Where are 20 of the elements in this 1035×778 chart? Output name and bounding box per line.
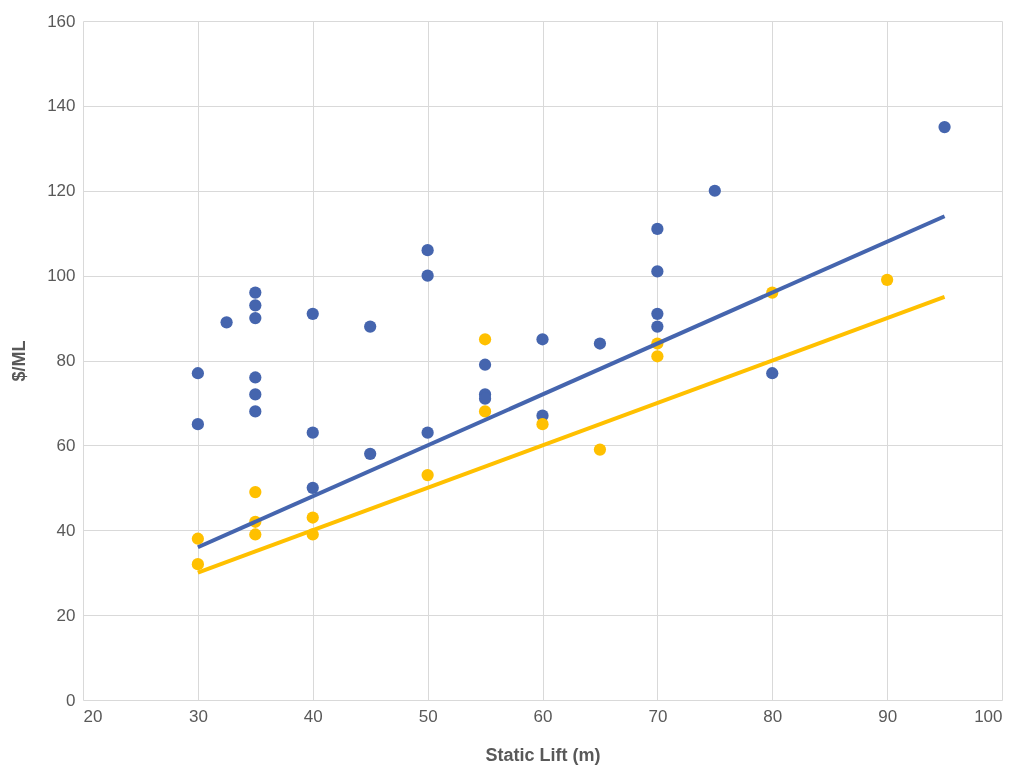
y-tick-label: 160	[47, 11, 76, 31]
y-tick-label: 80	[56, 351, 76, 370]
y-tick-label: 20	[56, 605, 76, 625]
x-tick-label: 90	[878, 706, 898, 726]
x-axis-title: Static Lift (m)	[485, 744, 601, 765]
y-axis-title: $/ML	[9, 340, 30, 382]
y-tick-label: 120	[47, 181, 76, 201]
x-tick-label: 50	[418, 706, 438, 726]
y-tick-label: 100	[47, 266, 76, 286]
x-tick-label: 100	[974, 706, 1003, 726]
x-tick-label: 40	[303, 706, 323, 726]
x-tick-label: 60	[533, 706, 553, 726]
y-tick-label: 60	[56, 435, 76, 455]
x-tick-label: 20	[83, 706, 103, 726]
y-tick-label: 0	[66, 690, 76, 710]
x-tick-label: 30	[188, 706, 208, 726]
y-tick-label: 140	[47, 96, 76, 116]
x-tick-label: 80	[763, 706, 783, 726]
y-tick-label: 40	[56, 520, 76, 540]
x-tick-label: 70	[648, 706, 668, 726]
